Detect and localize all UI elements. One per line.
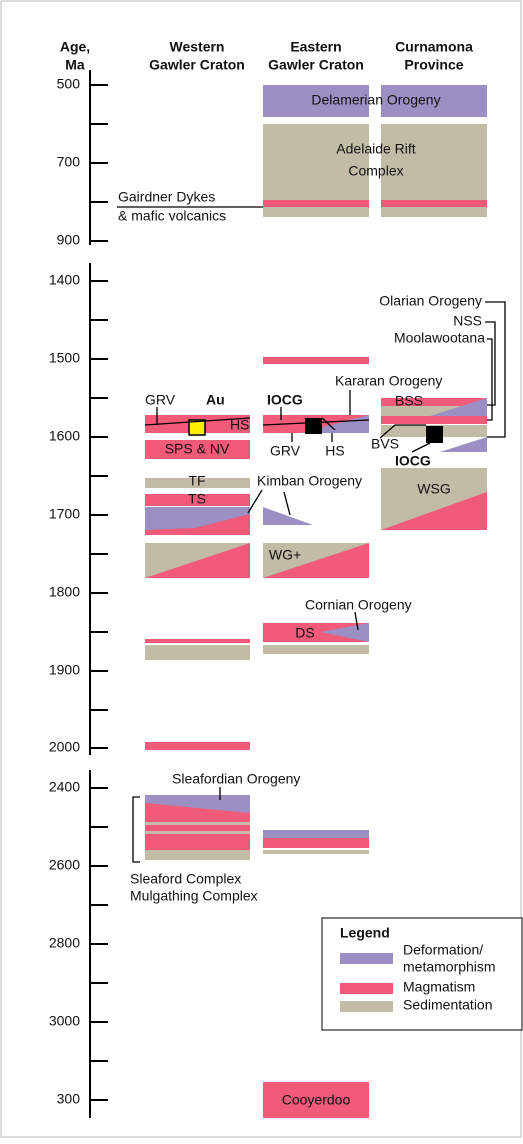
label: IOCG [267, 392, 303, 408]
tick-label: 500 [57, 76, 81, 92]
tick-label: 2600 [49, 857, 80, 873]
label: HS [325, 443, 344, 459]
label: Gairdner Dykes [118, 189, 215, 205]
label: IOCG [395, 453, 431, 469]
tick-label: 2400 [49, 779, 80, 795]
label: BVS [371, 436, 399, 452]
column-header: Gawler Craton [149, 57, 245, 73]
tick-label: 300 [57, 1091, 81, 1107]
column-header: Western [170, 39, 225, 55]
legend-label: Magmatism [403, 979, 475, 995]
label: GRV [145, 392, 176, 408]
legend-swatch [340, 1001, 393, 1012]
tick-label: 900 [57, 232, 81, 248]
label: Complex [348, 163, 403, 179]
label: WSG [417, 481, 450, 497]
legend-swatch [340, 953, 393, 964]
label: GRV [270, 443, 301, 459]
label: TS [188, 491, 206, 507]
leaders [117, 206, 506, 863]
label: Moolawootana [394, 330, 485, 346]
column-header: Ma [65, 57, 85, 73]
label: Delamerian Orogeny [311, 92, 440, 108]
label: Cornian Orogeny [305, 597, 412, 613]
column-header: Age, [60, 39, 90, 55]
label: WG+ [269, 547, 301, 563]
label: HS [230, 417, 249, 433]
tick-label: 2800 [49, 935, 80, 951]
label: BSS [395, 393, 423, 409]
tick-label: 3000 [49, 1013, 80, 1029]
label: Au [206, 392, 225, 408]
tick-label: 2000 [49, 739, 80, 755]
label: Kararan Orogeny [335, 373, 442, 389]
label: Cooyerdoo [282, 1092, 351, 1108]
shapes [145, 85, 487, 1118]
label: Sleaford Complex [130, 871, 241, 887]
tick-label: 1800 [49, 584, 80, 600]
label: DS [295, 625, 314, 641]
tick-label: 1400 [49, 272, 80, 288]
label: Mulgathing Complex [130, 888, 258, 904]
age-axis [89, 70, 108, 1118]
label: Adelaide Rift [336, 141, 415, 157]
column-header: Eastern [290, 39, 341, 55]
legend-swatch [340, 983, 393, 994]
label: & mafic volcanics [118, 208, 226, 224]
legend-label: metamorphism [403, 959, 496, 975]
label: Olarian Orogeny [379, 293, 482, 309]
column-header: Gawler Craton [268, 57, 364, 73]
tick-label: 1900 [49, 662, 80, 678]
tick-label: 1700 [49, 506, 80, 522]
label: Kimban Orogeny [257, 473, 362, 489]
legend-label: Sedimentation [403, 997, 493, 1013]
tick-label: 700 [57, 154, 81, 170]
legend-label: Deformation/ [403, 942, 483, 958]
column-header: Curnamona [395, 39, 473, 55]
label: SPS & NV [165, 441, 230, 457]
tick-label: 1500 [49, 350, 80, 366]
label: NSS [453, 313, 482, 329]
legend-title: Legend [340, 925, 390, 941]
column-header: Province [404, 57, 463, 73]
label: Sleafordian Orogeny [172, 771, 300, 787]
tick-label: 1600 [49, 428, 80, 444]
label: TF [188, 473, 205, 489]
